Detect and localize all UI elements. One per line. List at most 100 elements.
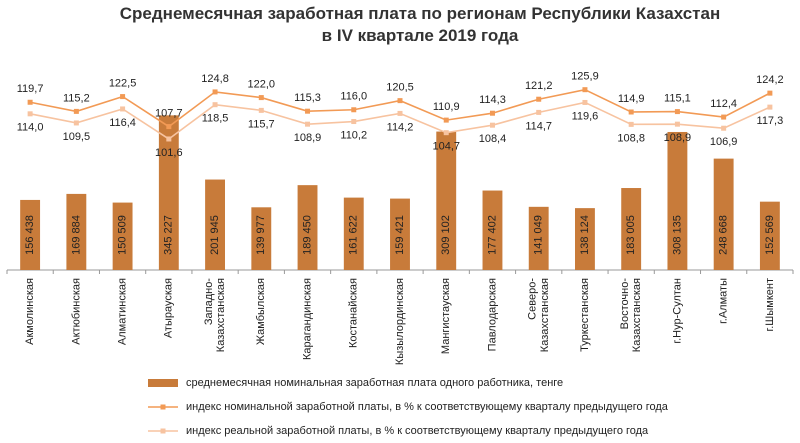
line-value-label: 108,4 [479,133,507,145]
x-tick-label: Туркестанская [579,278,591,352]
bar [297,185,318,270]
line-value-label: 122,0 [248,79,276,91]
line-marker [628,109,634,115]
x-tick-label: Западно-Казахстанская [203,278,227,353]
legend-swatch [148,379,178,387]
line-value-label: 104,7 [432,141,460,153]
bar [528,206,549,270]
line-value-label: 108,9 [294,132,322,144]
line-marker [258,95,264,101]
chart-title: в IV квартале 2019 года [322,26,519,45]
x-tick-label: Карагандинская [301,278,313,360]
line-marker [443,117,449,123]
line-marker [721,114,727,120]
line-marker [674,121,680,127]
line-value-label: 115,1 [664,92,691,104]
line-value-label: 122,5 [109,77,137,89]
line-marker [767,90,773,96]
line-marker [489,122,495,128]
bar-value-label: 141 049 [533,215,545,255]
line-marker [212,102,218,108]
line-value-label: 112,4 [710,98,737,110]
line-marker [767,104,773,110]
line-marker [305,121,311,127]
x-tick-label: г.Нур-Султан [671,278,683,344]
line-value-label: 109,5 [63,131,91,143]
line-marker [397,98,403,104]
x-tick-label: Алматинская [116,278,128,345]
line-value-label: 108,9 [664,132,692,144]
bar-value-label: 138 124 [579,215,591,255]
bar-value-label: 345 227 [163,215,175,255]
x-tick-label: Мангистауская [440,278,452,354]
x-tick-label: Атырауская [163,278,175,338]
bar [343,197,364,270]
line-value-label: 116,4 [109,117,136,129]
legend-marker [160,404,166,410]
line-marker [166,136,172,142]
line-value-label: 114,9 [618,93,645,105]
x-tick-label: г.Шымкент [764,278,776,331]
bar [112,202,133,270]
bar [575,208,595,270]
bar [436,131,457,270]
bar [66,193,87,270]
bar-value-label: 139 977 [255,215,267,255]
bar [390,198,410,270]
line-value-label: 121,2 [525,80,553,92]
line-value-label: 101,6 [155,147,183,159]
x-tick-label: Актюбинская [70,278,82,345]
legend-label: индекс номинальной заработной платы, в %… [186,401,669,413]
bar [251,207,272,270]
line-marker [536,109,542,115]
bar-value-label: 248 668 [718,215,730,255]
bar [205,179,225,270]
bar-value-label: 152 569 [764,215,776,255]
line-value-label: 119,6 [572,110,599,122]
line-marker [166,124,172,130]
bar-value-label: 308 135 [671,215,683,255]
line-marker [351,119,357,125]
line-value-label: 116,0 [340,91,367,103]
legend-label: среднемесячная номинальная заработная пл… [186,377,563,389]
line-marker [120,106,126,112]
line-marker [721,125,727,131]
line-value-label: 110,2 [340,129,367,141]
line-value-label: 115,2 [63,92,90,104]
x-tick-label: Жамбылская [255,278,267,345]
bar [158,115,179,271]
line-value-label: 108,8 [617,132,645,144]
line-marker [582,99,588,105]
line-value-label: 120,5 [386,82,414,94]
line-marker [73,108,79,114]
bar [621,188,642,270]
line-marker [582,87,588,93]
line-value-label: 114,0 [17,122,44,134]
line-marker [212,89,218,95]
line-value-label: 114,7 [525,120,552,132]
bar-value-label: 150 509 [116,215,128,255]
line-marker [305,108,311,114]
chart-title: Среднемесячная заработная плата по регио… [120,4,720,23]
bar-value-label: 177 402 [486,215,498,255]
bar-value-label: 161 622 [348,215,360,255]
x-tick-label: Павлодарская [486,278,498,351]
x-tick-label: г.Алматы [718,278,730,324]
bar-value-label: 309 102 [440,215,452,255]
bar-value-label: 159 421 [394,215,406,255]
line-value-label: 106,9 [710,136,738,148]
line-value-label: 125,9 [571,71,599,83]
x-tick-label: Костанайская [348,278,360,348]
bar-value-label: 183 005 [625,215,637,255]
line-marker [397,110,403,116]
line-value-label: 118,5 [202,113,229,125]
line-value-label: 124,2 [756,74,784,86]
line-marker [536,96,542,102]
line-marker [258,107,264,113]
line-marker [674,109,680,115]
line-marker [73,120,79,126]
line-marker [27,111,33,117]
bar [482,190,503,270]
